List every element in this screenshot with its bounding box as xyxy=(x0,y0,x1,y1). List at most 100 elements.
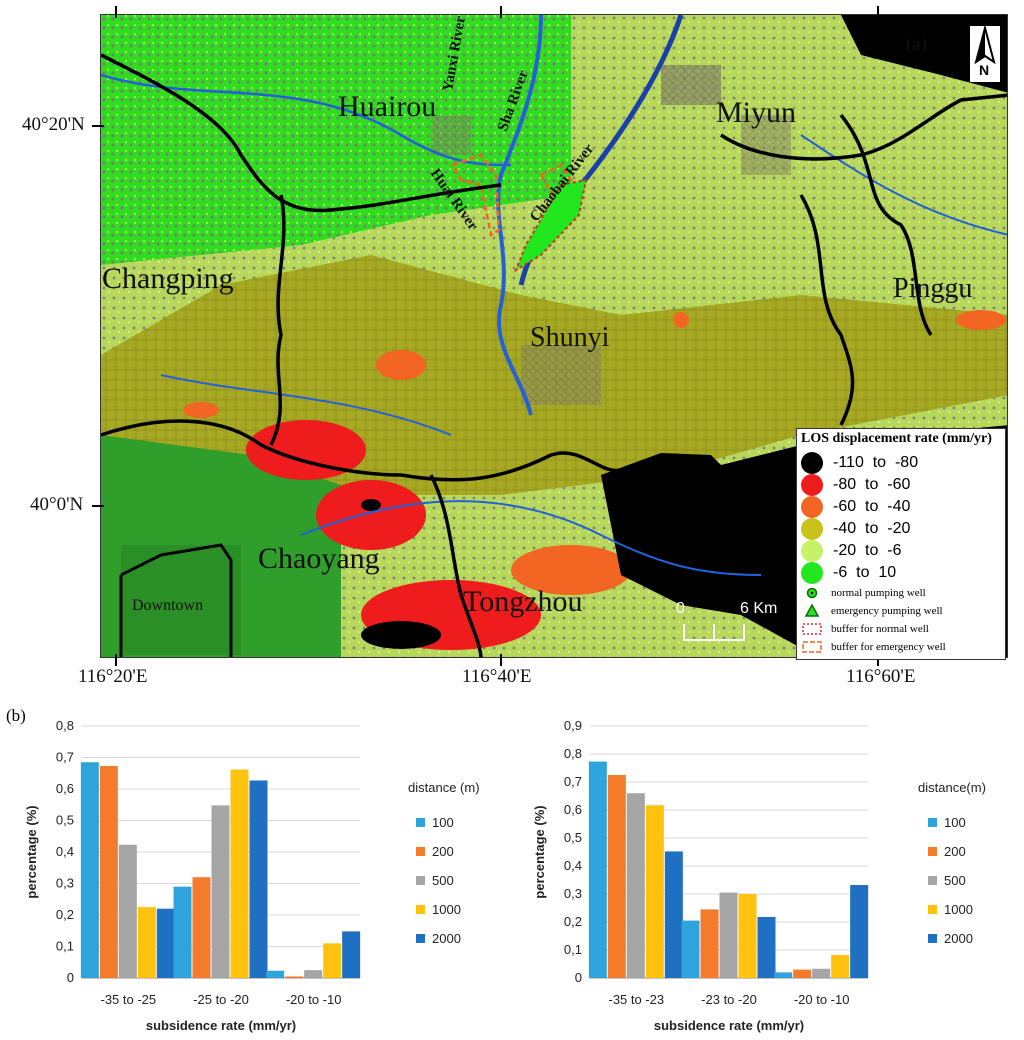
y-tick-label: 0,1 xyxy=(56,939,74,954)
legend-item-3: -60 to -40 xyxy=(801,496,911,518)
bar xyxy=(230,769,249,978)
lon-label-116-20: 116°20'E xyxy=(78,666,148,687)
x-tick-label: -20 to -10 xyxy=(794,992,850,1007)
legend-label: 1000 xyxy=(944,902,973,917)
legend-title: LOS displacement rate (mm/yr) xyxy=(801,431,992,446)
lon-tick-bottom-3 xyxy=(877,654,879,666)
y-axis-label: percentage (%) xyxy=(532,805,547,898)
bar xyxy=(812,968,831,978)
emergency-well-icon xyxy=(804,604,820,617)
bar xyxy=(80,762,99,978)
scalebar-start-label: 0 xyxy=(676,600,685,617)
bar xyxy=(719,892,738,978)
map-raster xyxy=(101,15,1007,657)
bar xyxy=(285,976,304,978)
chart-right: 0 0,1 0,2 0,3 0,4 0,5 0,6 0,7 0,8 0,9 percentage (… xyxy=(532,718,986,1033)
panel-a-label: (a) xyxy=(906,34,928,55)
y-tick-label: 0,5 xyxy=(564,830,582,845)
y-tick-label: 0,2 xyxy=(56,907,74,922)
legend-title: distance (m) xyxy=(408,780,480,795)
legend-label: 200 xyxy=(432,844,454,859)
y-tick-label: 0,7 xyxy=(564,774,582,789)
legend-swatch xyxy=(928,905,937,914)
bar xyxy=(738,894,757,978)
legend-swatch xyxy=(416,818,425,827)
district-downtown: Downtown xyxy=(132,597,204,614)
y-tick-label: 0,6 xyxy=(564,802,582,817)
y-tick-label: 0,3 xyxy=(564,886,582,901)
legend-label: -20 to -6 xyxy=(833,542,902,559)
legend-swatch xyxy=(801,474,823,496)
bar xyxy=(211,805,230,978)
legend-label: -110 to -80 xyxy=(833,454,919,471)
district-chaoyang: Chaoyang xyxy=(258,542,380,575)
district-pinggu: Pinggu xyxy=(893,273,973,304)
legend-swatch xyxy=(801,540,823,562)
bar xyxy=(850,885,869,978)
bar xyxy=(323,943,342,978)
x-tick-label: -35 to -23 xyxy=(609,992,665,1007)
legend-label: buffer for normal well xyxy=(831,623,929,635)
bar xyxy=(249,780,268,978)
bar xyxy=(831,955,850,978)
bar xyxy=(304,970,323,978)
x-axis-label: subsidence rate (mm/yr) xyxy=(146,1018,296,1033)
legend-title: distance(m) xyxy=(918,780,986,795)
lon-tick-2 xyxy=(500,6,502,18)
legend-swatch xyxy=(801,452,823,474)
legend-label: 500 xyxy=(432,873,454,888)
legend-label: -60 to -40 xyxy=(833,498,911,515)
district-changping: Changping xyxy=(102,262,234,295)
bar xyxy=(342,931,361,978)
legend-swatch xyxy=(416,934,425,943)
y-tick-label: 0,4 xyxy=(56,844,74,859)
bar xyxy=(607,775,626,978)
legend-label: 1000 xyxy=(432,902,461,917)
legend-label: -6 to 10 xyxy=(833,564,897,581)
y-tick-label: 0,5 xyxy=(56,813,74,828)
displacement-map xyxy=(100,14,1008,658)
y-tick-label: 0,2 xyxy=(564,914,582,929)
normal-well-icon xyxy=(806,587,818,599)
bar xyxy=(99,766,118,978)
bar xyxy=(774,972,793,978)
bar xyxy=(192,877,211,978)
bar xyxy=(645,805,664,978)
legend-label: 2000 xyxy=(432,931,461,946)
scalebar xyxy=(683,624,745,641)
lon-tick-bottom-2 xyxy=(500,654,502,666)
lon-tick-3 xyxy=(877,6,879,18)
bar xyxy=(700,909,719,978)
legend-label: -80 to -60 xyxy=(833,476,911,493)
legend-label: emergency pumping well xyxy=(831,605,943,617)
y-tick-label: 0,1 xyxy=(564,942,582,957)
y-tick-label: 0,3 xyxy=(56,876,74,891)
legend-item-normal-well: normal pumping well xyxy=(801,585,926,601)
legend-swatch xyxy=(801,496,823,518)
legend-label: 100 xyxy=(432,815,454,830)
legend-item-4: -40 to -20 xyxy=(801,518,910,540)
bar xyxy=(266,970,285,978)
north-arrow-icon xyxy=(974,24,996,65)
map-legend: LOS displacement rate (mm/yr) -110 to -8… xyxy=(796,428,1006,660)
legend-label: normal pumping well xyxy=(831,587,926,599)
bar xyxy=(173,886,192,978)
district-tongzhou: Tongzhou xyxy=(463,585,583,618)
y-tick-label: 0,8 xyxy=(564,746,582,761)
bar xyxy=(156,908,175,978)
x-tick-label: -35 to -25 xyxy=(101,992,157,1007)
legend-swatch xyxy=(801,562,823,584)
north-arrow: N xyxy=(970,24,1000,82)
y-tick-label: 0 xyxy=(67,970,74,985)
legend-item-1: -110 to -80 xyxy=(801,452,919,474)
y-tick-label: 0,8 xyxy=(56,718,74,733)
district-miyun: Miyun xyxy=(716,96,797,129)
bar xyxy=(137,907,156,978)
bar xyxy=(118,844,137,978)
x-tick-label: -20 to -10 xyxy=(286,992,342,1007)
legend-item-6: -6 to 10 xyxy=(801,562,897,584)
y-tick-label: 0 xyxy=(575,970,582,985)
panel-b-label: (b) xyxy=(6,706,26,725)
lat-tick-2 xyxy=(92,505,104,507)
lon-tick-bottom-1 xyxy=(115,654,117,666)
